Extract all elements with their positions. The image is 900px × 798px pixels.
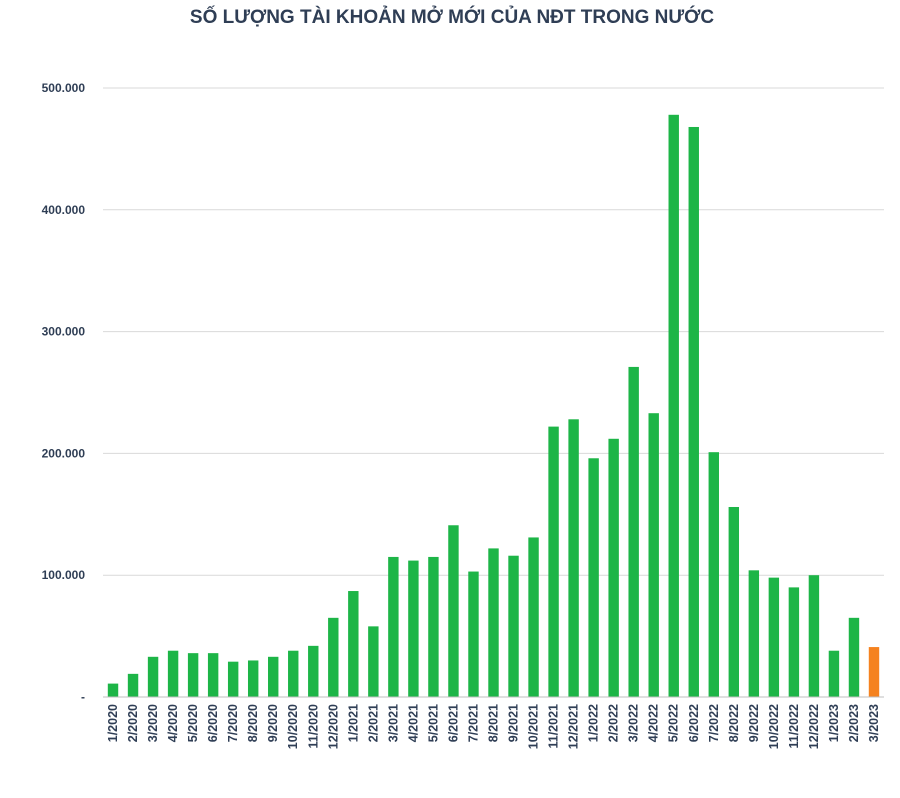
bar [528, 537, 539, 697]
bar [227, 661, 239, 697]
bar [468, 571, 479, 697]
x-tick-label: 10/2022 [767, 704, 781, 749]
bar [588, 458, 599, 697]
x-tick-label: 6/2020 [206, 704, 220, 742]
x-tick-label: 7/2020 [226, 704, 240, 742]
x-tick-label: 3/2020 [146, 704, 160, 742]
bar [368, 626, 379, 697]
x-tick-label: 2/2020 [126, 704, 140, 742]
x-tick-label: 3/2021 [386, 704, 400, 742]
x-tick-label: 11/2022 [787, 704, 801, 749]
bar [167, 650, 179, 697]
x-tick-label: 1/2020 [106, 704, 120, 742]
bar [868, 647, 880, 697]
x-tick-label: 11/2020 [306, 704, 320, 749]
bar [788, 587, 800, 697]
x-tick-label: 4/2022 [647, 704, 661, 742]
bar [808, 575, 820, 697]
x-tick-label: 3/2023 [867, 704, 881, 742]
x-tick-label: 8/2021 [487, 704, 501, 742]
x-tick-label: 5/2021 [426, 704, 440, 742]
gridlines [103, 87, 884, 576]
bar [688, 126, 699, 697]
bar [548, 426, 559, 697]
bar [268, 656, 279, 697]
x-axis-ticks: 1/2020 2/2020 3/2020 4/2020 5/2020 6/2020 7/20… [106, 704, 881, 749]
bar [247, 660, 259, 697]
bar [768, 577, 780, 697]
bar [628, 366, 639, 697]
x-tick-label: 3/2022 [627, 704, 641, 742]
x-tick-label: 1/2021 [346, 704, 360, 742]
y-tick-label: 500.000 [42, 81, 86, 95]
x-tick-label: 5/2020 [186, 704, 200, 742]
x-tick-label: 10/2021 [527, 704, 541, 749]
bar [608, 438, 619, 697]
x-tick-label: 9/2022 [747, 704, 761, 742]
x-tick-label: 1/2023 [827, 704, 841, 742]
bar [328, 617, 339, 697]
bar [348, 591, 359, 697]
bar [408, 560, 419, 697]
bar [828, 650, 840, 697]
bar [147, 656, 159, 697]
x-tick-label: 2/2021 [366, 704, 380, 742]
bar [668, 114, 679, 697]
bar [207, 653, 219, 697]
x-tick-label: 5/2022 [667, 704, 681, 742]
bar [187, 653, 199, 697]
bar [308, 645, 319, 697]
x-tick-label: 1/2022 [587, 704, 601, 742]
x-tick-label: 8/2022 [727, 704, 741, 742]
bar [288, 650, 299, 697]
bar [728, 506, 740, 697]
y-tick-label: 100.000 [42, 568, 86, 582]
y-axis-ticks: - 100.000 200.000 300.000 400.000 500.000 [42, 81, 86, 704]
bars [107, 114, 880, 697]
x-tick-label: 9/2020 [266, 704, 280, 742]
x-tick-label: 10/2020 [286, 704, 300, 749]
x-tick-label: 2/2022 [607, 704, 621, 742]
x-tick-label: 9/2021 [507, 704, 521, 742]
bar [748, 570, 760, 697]
bar [708, 452, 719, 697]
y-tick-label: 400.000 [42, 203, 86, 217]
bar [508, 555, 519, 697]
x-tick-label: 8/2020 [246, 704, 260, 742]
bar [848, 617, 860, 697]
bar [448, 525, 459, 697]
y-tick-label: - [81, 690, 85, 704]
bar [107, 683, 119, 697]
x-tick-label: 6/2022 [687, 704, 701, 742]
bar [428, 556, 439, 697]
x-tick-label: 2/2023 [847, 704, 861, 742]
x-tick-label: 6/2021 [446, 704, 460, 742]
bar [488, 548, 499, 697]
x-tick-label: 4/2021 [406, 704, 420, 742]
bar [127, 673, 139, 697]
x-tick-label: 12/2022 [807, 704, 821, 749]
x-tick-label: 11/2021 [547, 704, 561, 749]
bar [648, 413, 659, 697]
chart-title: SỐ LƯỢNG TÀI KHOẢN MỞ MỚI CỦA NĐT TRONG … [190, 6, 714, 28]
y-tick-label: 300.000 [42, 325, 86, 339]
bar [388, 556, 399, 697]
x-tick-label: 7/2022 [707, 704, 721, 742]
y-tick-label: 200.000 [42, 446, 86, 460]
x-tick-label: 4/2020 [166, 704, 180, 742]
x-tick-label: 12/2021 [567, 704, 581, 749]
x-tick-label: 12/2020 [326, 704, 340, 749]
bar [568, 419, 579, 697]
x-tick-label: 7/2021 [466, 704, 480, 742]
